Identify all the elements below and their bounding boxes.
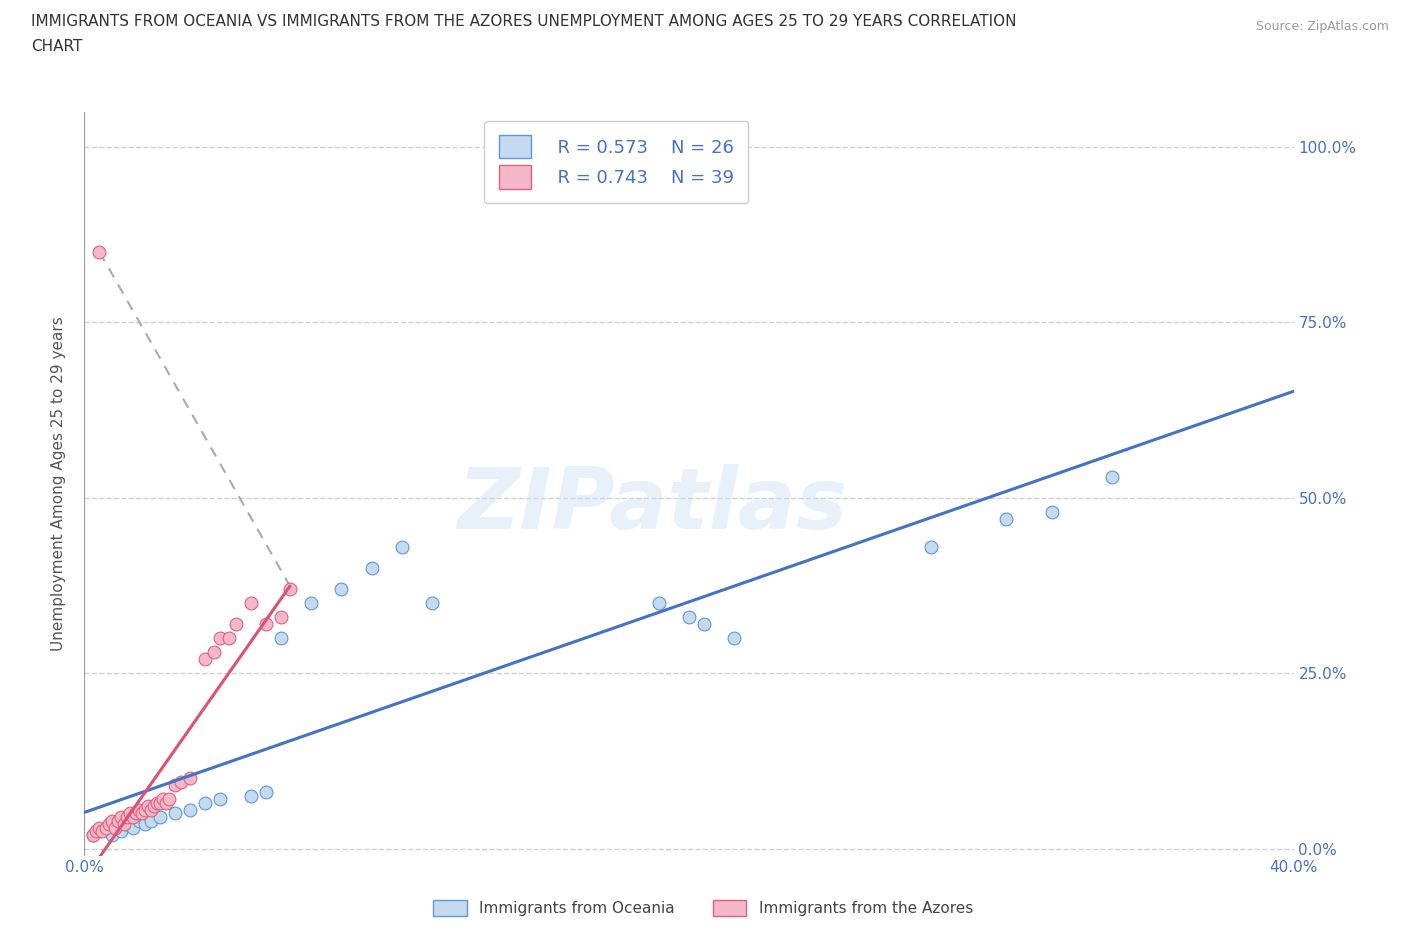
Point [165, 778, 187, 793]
Point [723, 631, 745, 645]
Point [136, 799, 159, 814]
Point [149, 795, 172, 810]
Point [121, 820, 143, 835]
Point [118, 806, 141, 821]
Point [330, 581, 353, 596]
Point [1101, 469, 1123, 484]
Point [91, 824, 114, 839]
Point [146, 795, 169, 810]
Point [420, 595, 443, 610]
Point [995, 512, 1018, 526]
Point [149, 809, 172, 824]
Text: Source: ZipAtlas.com: Source: ZipAtlas.com [1256, 20, 1389, 33]
Point [142, 799, 165, 814]
Point [170, 775, 193, 790]
Point [254, 617, 277, 631]
Point [239, 789, 262, 804]
Point [360, 561, 382, 576]
Point [89, 824, 111, 839]
Point [270, 609, 292, 624]
Point [139, 803, 162, 817]
Point [239, 595, 262, 610]
Point [89, 245, 111, 259]
Point [391, 539, 413, 554]
Point [94, 820, 117, 835]
Point [115, 809, 138, 824]
Point [225, 617, 247, 631]
Point [104, 820, 127, 835]
Text: ZIPatlas: ZIPatlas [457, 464, 848, 548]
Point [155, 795, 177, 810]
Point [157, 792, 180, 807]
Point [125, 806, 148, 821]
Point [648, 595, 671, 610]
Point [218, 631, 240, 645]
Point [299, 595, 322, 610]
Point [209, 792, 232, 807]
Point [194, 795, 217, 810]
Point [100, 813, 122, 828]
Point [179, 803, 201, 817]
Point [121, 809, 143, 824]
Point [82, 827, 104, 842]
Point [165, 806, 187, 821]
Point [209, 631, 232, 645]
Point [194, 652, 217, 667]
Point [920, 539, 942, 554]
Point [678, 609, 700, 624]
Point [82, 827, 104, 842]
Point [152, 792, 174, 807]
Point [693, 617, 716, 631]
Point [128, 813, 150, 828]
Point [115, 817, 138, 831]
Point [89, 820, 111, 835]
Y-axis label: Unemployment Among Ages 25 to 29 years: Unemployment Among Ages 25 to 29 years [51, 316, 66, 651]
Point [100, 827, 122, 842]
Point [278, 581, 301, 596]
Point [94, 820, 117, 835]
Legend: Immigrants from Oceania, Immigrants from the Azores: Immigrants from Oceania, Immigrants from… [427, 894, 979, 923]
Point [97, 817, 120, 831]
Point [104, 820, 127, 835]
Point [134, 817, 156, 831]
Point [270, 631, 292, 645]
Point [179, 771, 201, 786]
Text: CHART: CHART [31, 39, 83, 54]
Point [110, 809, 132, 824]
Point [107, 813, 129, 828]
Text: IMMIGRANTS FROM OCEANIA VS IMMIGRANTS FROM THE AZORES UNEMPLOYMENT AMONG AGES 25: IMMIGRANTS FROM OCEANIA VS IMMIGRANTS FR… [31, 14, 1017, 29]
Point [1040, 504, 1063, 519]
Point [202, 644, 225, 659]
Legend:   R = 0.573    N = 26,   R = 0.743    N = 39: R = 0.573 N = 26, R = 0.743 N = 39 [485, 121, 748, 203]
Point [139, 813, 162, 828]
Point [131, 806, 153, 821]
Point [86, 824, 108, 839]
Point [112, 817, 135, 831]
Point [128, 803, 150, 817]
Point [110, 824, 132, 839]
Point [134, 803, 156, 817]
Point [254, 785, 277, 800]
